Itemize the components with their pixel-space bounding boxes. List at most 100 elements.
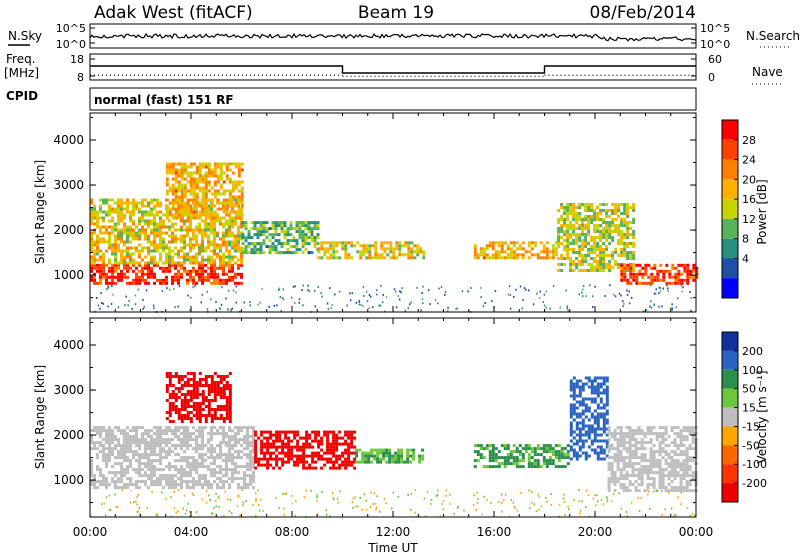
power-echo-cell (247, 233, 251, 237)
power-echo-cell (180, 225, 183, 229)
velocity-scatter-cell (109, 508, 112, 511)
velocity-echo-cell (607, 429, 611, 433)
power-echo-cell (165, 269, 168, 273)
power-echo-cell (695, 275, 699, 279)
power-echo-cell (620, 239, 624, 242)
power-echo-cell (225, 207, 229, 211)
power-echo-cell (219, 243, 222, 247)
power-echo-cell (237, 246, 240, 250)
velocity-echo-cell (183, 384, 187, 387)
power-echo-cell (231, 162, 235, 166)
power-echo-cell (301, 233, 305, 237)
velocity-echo-cell (314, 466, 318, 470)
power-echo-cell (569, 266, 573, 269)
velocity-echo-cell (204, 420, 208, 423)
velocity-echo-cell (658, 432, 662, 436)
power-echo-cell (159, 258, 162, 262)
power-echo-cell (153, 255, 156, 259)
power-echo-cell (593, 257, 597, 260)
velocity-echo-cell (210, 408, 214, 411)
power-echo-cell (150, 275, 153, 279)
power-echo-cell (500, 244, 504, 248)
velocity-echo-cell (293, 445, 297, 449)
velocity-echo-cell (159, 447, 162, 451)
power-echo-cell (189, 216, 193, 220)
velocity-scatter-cell (512, 501, 515, 504)
velocity-echo-cell (174, 405, 178, 408)
power-echo-cell (596, 245, 600, 248)
power-echo-cell (626, 209, 630, 212)
velocity-echo-cell (243, 438, 246, 442)
velocity-echo-cell (189, 384, 193, 387)
power-scatter-cell (382, 293, 384, 296)
power-echo-cell (365, 244, 369, 248)
velocity-echo-cell (213, 381, 217, 384)
power-echo-cell (96, 263, 99, 267)
power-echo-cell (174, 168, 178, 172)
velocity-echo-cell (281, 457, 285, 461)
power-echo-cell (153, 246, 156, 250)
power-echo-cell (632, 209, 636, 212)
velocity-echo-cell (108, 429, 111, 433)
velocity-echo-cell (252, 432, 255, 436)
power-echo-cell (350, 241, 354, 245)
power-echo-cell (216, 252, 219, 256)
velocity-echo-cell (370, 460, 374, 464)
velocity-echo-cell (216, 486, 219, 490)
velocity-echo-cell (129, 429, 132, 433)
power-scatter-cell (507, 293, 509, 296)
power-echo-cell (560, 242, 564, 245)
power-echo-cell (147, 269, 150, 273)
power-echo-cell (132, 219, 135, 223)
power-echo-cell (207, 261, 210, 265)
power-echo-cell (332, 241, 336, 245)
power-echo-cell (389, 247, 393, 251)
power-echo-cell (244, 224, 248, 228)
power-echo-cell (503, 250, 507, 254)
velocity-echo-cell (670, 426, 674, 430)
power-echo-cell (96, 240, 99, 244)
power-echo-cell (183, 168, 187, 172)
velocity-echo-cell (243, 471, 246, 475)
velocity-echo-cell (108, 456, 111, 460)
velocity-echo-cell (605, 394, 609, 398)
power-scatter-cell (539, 290, 541, 293)
power-echo-cell (392, 247, 396, 251)
power-echo-cell (198, 216, 202, 220)
power-scatter-cell (614, 295, 617, 298)
power-echo-cell (159, 225, 162, 229)
velocity-echo-cell (616, 453, 620, 457)
power-echo-cell (268, 251, 272, 255)
velocity-echo-cell (237, 432, 240, 436)
power-echo-cell (207, 216, 211, 220)
velocity-echo-cell (204, 477, 207, 481)
power-echo-cell (171, 258, 174, 262)
velocity-echo-cell (174, 375, 178, 378)
velocity-echo-cell (649, 429, 653, 433)
velocity-echo-cell (222, 441, 225, 445)
power-echo-cell (204, 275, 207, 279)
velocity-echo-cell (607, 456, 611, 460)
power-echo-cell (174, 246, 177, 250)
power-echo-cell (611, 209, 615, 212)
velocity-echo-cell (192, 372, 196, 375)
power-echo-cell (404, 244, 408, 248)
velocity-scatter-cell (104, 514, 107, 517)
power-echo-cell (192, 269, 195, 273)
velocity-echo-cell (347, 454, 351, 458)
power-echo-cell (635, 263, 639, 267)
power-echo-cell (126, 237, 129, 241)
power-echo-cell (216, 231, 219, 235)
velocity-echo-cell (311, 460, 315, 464)
velocity-echo-cell (676, 462, 680, 466)
power-echo-cell (563, 239, 567, 242)
power-scatter-cell (398, 298, 401, 301)
power-echo-cell (216, 192, 220, 196)
power-echo-cell (162, 269, 165, 273)
power-echo-cell (626, 266, 630, 270)
power-echo-cell (602, 203, 606, 206)
power-echo-cell (231, 198, 234, 202)
velocity-echo-cell (213, 447, 216, 451)
velocity-echo-cell (616, 444, 620, 448)
power-scatter-cell (381, 301, 384, 304)
